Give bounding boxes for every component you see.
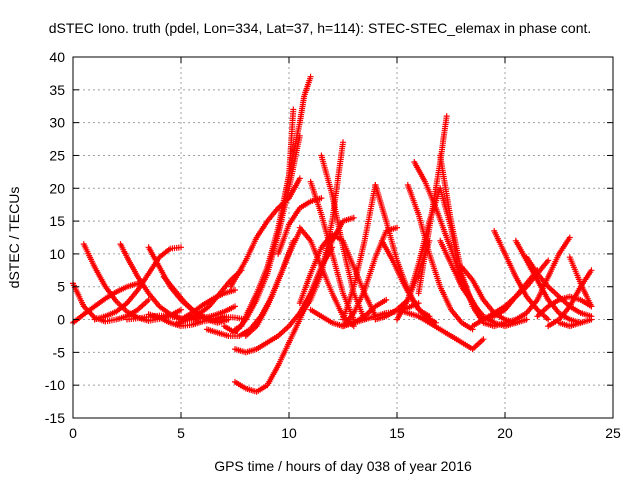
x-axis-label: GPS time / hours of day 038 of year 2016 <box>214 458 472 474</box>
series-marker-path <box>502 234 573 326</box>
series-marker-path <box>264 73 314 270</box>
series-50 <box>556 316 595 330</box>
y-axis-label: dSTEC / TECUs <box>6 187 22 289</box>
series-46 <box>502 234 573 326</box>
y-tick-label: 20 <box>49 180 65 196</box>
axis-ticks: 0 5 10 15 20 25 -15 -10 -5 0 5 10 15 20 25 30 35 40 <box>45 49 621 441</box>
series-marker-path <box>242 227 303 339</box>
series-36 <box>415 113 450 297</box>
series-30 <box>378 237 439 326</box>
series-27 <box>340 182 379 323</box>
y-tick-label: 30 <box>49 115 65 131</box>
plot-frame <box>72 56 614 419</box>
series-marker-path <box>340 182 379 323</box>
y-tick-label: 15 <box>49 213 65 229</box>
series-marker-path <box>91 244 184 323</box>
data-markers <box>70 73 595 395</box>
series-marker-path <box>394 306 487 353</box>
series-marker-path <box>480 267 541 323</box>
x-tick-label: 25 <box>605 425 621 441</box>
x-tick-label: 15 <box>389 425 405 441</box>
y-tick-label: -10 <box>45 377 65 393</box>
y-tick-label: -5 <box>53 344 66 360</box>
series-25 <box>296 231 379 320</box>
series-marker-path <box>145 311 249 330</box>
series-34 <box>404 182 476 333</box>
x-tick-label: 20 <box>497 425 513 441</box>
x-tick-label: 10 <box>281 425 297 441</box>
series-39 <box>437 237 519 330</box>
series-marker-path <box>404 182 476 333</box>
chart-title: dSTEC Iono. truth (pdel, Lon=334, Lat=37… <box>48 20 592 36</box>
y-tick-label: 40 <box>49 49 65 65</box>
series-marker-path <box>566 254 595 310</box>
y-tick-label: 35 <box>49 82 65 98</box>
series-marker-path <box>415 113 450 297</box>
y-tick-label: 25 <box>49 147 65 163</box>
series-38 <box>394 306 487 353</box>
y-tick-label: -15 <box>45 410 65 426</box>
series-marker-path <box>296 231 379 320</box>
series-9 <box>145 311 249 330</box>
x-tick-label: 5 <box>177 425 185 441</box>
series-17 <box>264 73 314 270</box>
y-tick-label: 5 <box>57 279 65 295</box>
series-marker-path <box>556 316 595 330</box>
y-tick-label: 0 <box>57 312 65 328</box>
series-49 <box>566 254 595 310</box>
series-marker-path <box>437 237 519 330</box>
grid-lines <box>73 57 613 418</box>
series-marker-path <box>378 237 439 326</box>
series-16 <box>242 227 303 339</box>
x-tick-label: 0 <box>69 425 77 441</box>
series-5 <box>91 244 184 323</box>
y-tick-label: 10 <box>49 246 65 262</box>
series-43 <box>480 267 541 323</box>
